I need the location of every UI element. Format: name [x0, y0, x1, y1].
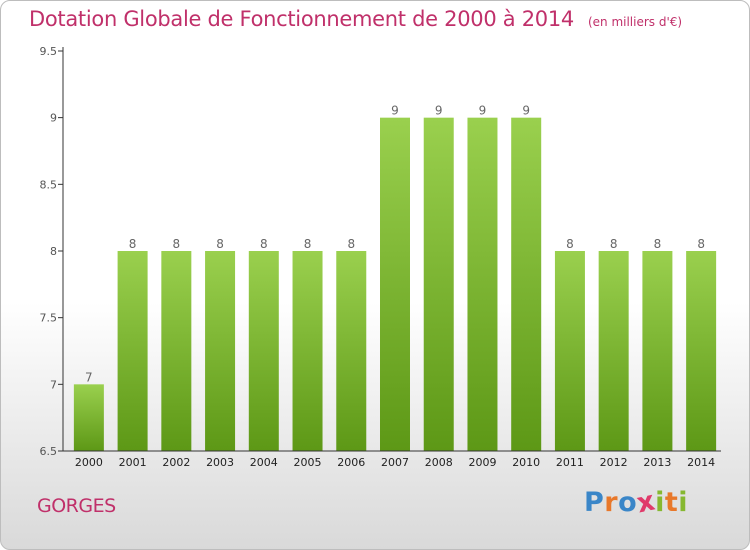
logo-letter: o — [618, 487, 638, 518]
chart-title: Dotation Globale de Fonctionnement de 20… — [29, 7, 682, 31]
city-name: GORGES — [37, 495, 116, 517]
value-label-2004: 8 — [260, 237, 268, 251]
x-tick-2006: 2006 — [337, 456, 365, 469]
logo-letter: t — [664, 487, 679, 518]
x-tick-2010: 2010 — [512, 456, 540, 469]
logo-letter: r — [604, 487, 619, 518]
axes-layer: 2000 2001 2002 2003 2004 2005 2006 2007 2008 2009… — [40, 45, 721, 469]
y-tick-8: 8 — [50, 245, 57, 258]
bar-2007 — [380, 117, 410, 452]
bar-2004 — [248, 251, 279, 451]
x-tick-2000: 2000 — [75, 456, 103, 469]
value-label-2001: 8 — [129, 237, 137, 251]
bar-2012 — [598, 251, 629, 451]
chart-subtitle: (en milliers d'€) — [587, 15, 683, 29]
value-label-2002: 8 — [173, 237, 181, 251]
x-tick-2001: 2001 — [119, 456, 147, 469]
value-label-2006: 8 — [347, 237, 355, 251]
x-tick-2002: 2002 — [162, 456, 190, 469]
bar-2003 — [205, 251, 236, 451]
proxiti-logo[interactable]: Proxiti — [584, 485, 689, 519]
x-tick-2014: 2014 — [687, 456, 715, 469]
bar-2001 — [117, 251, 148, 451]
value-label-2007: 9 — [391, 104, 399, 118]
value-label-2012: 8 — [610, 237, 618, 251]
value-label-2011: 8 — [566, 237, 574, 251]
bar-2006 — [336, 251, 367, 451]
x-tick-2011: 2011 — [556, 456, 584, 469]
bar-2010 — [511, 117, 542, 452]
value-label-2013: 8 — [654, 237, 662, 251]
bar-2013 — [642, 251, 673, 451]
bar-2005 — [292, 251, 323, 451]
value-label-2010: 9 — [522, 104, 530, 118]
x-tick-2007: 2007 — [381, 456, 409, 469]
value-label-2003: 8 — [216, 237, 224, 251]
x-tick-2013: 2013 — [643, 456, 671, 469]
x-tick-2009: 2009 — [468, 456, 496, 469]
bar-2011 — [554, 251, 585, 451]
value-label-2005: 8 — [304, 237, 312, 251]
title-text: Dotation Globale de Fonctionnement de 20… — [29, 7, 574, 31]
x-tick-2008: 2008 — [425, 456, 453, 469]
y-tick-7.5: 7.5 — [40, 312, 58, 325]
y-tick-9.5: 9.5 — [40, 45, 58, 58]
value-label-2000: 7 — [85, 370, 93, 384]
x-tick-2005: 2005 — [294, 456, 322, 469]
y-tick-7: 7 — [50, 378, 57, 391]
bar-2008 — [423, 117, 454, 452]
bar-2009 — [467, 117, 498, 452]
logo-letter: P — [584, 487, 605, 518]
logo-letter: i — [678, 487, 689, 518]
x-tick-2012: 2012 — [600, 456, 628, 469]
x-tick-2004: 2004 — [250, 456, 278, 469]
value-label-2008: 9 — [435, 104, 443, 118]
bars-layer — [73, 117, 717, 452]
y-tick-6.5: 6.5 — [40, 445, 58, 458]
bar-2000 — [73, 384, 104, 451]
logo-letter: i — [655, 487, 665, 518]
value-label-2009: 9 — [479, 104, 487, 118]
value-label-2014: 8 — [697, 237, 705, 251]
y-tick-8.5: 8.5 — [40, 178, 58, 191]
y-tick-9: 9 — [50, 112, 57, 125]
bar-2002 — [161, 251, 192, 451]
value-labels-layer: 7 8 8 8 8 8 8 9 9 9 9 8 8 8 8 — [85, 104, 705, 385]
x-tick-2003: 2003 — [206, 456, 234, 469]
bar-2014 — [686, 251, 717, 451]
